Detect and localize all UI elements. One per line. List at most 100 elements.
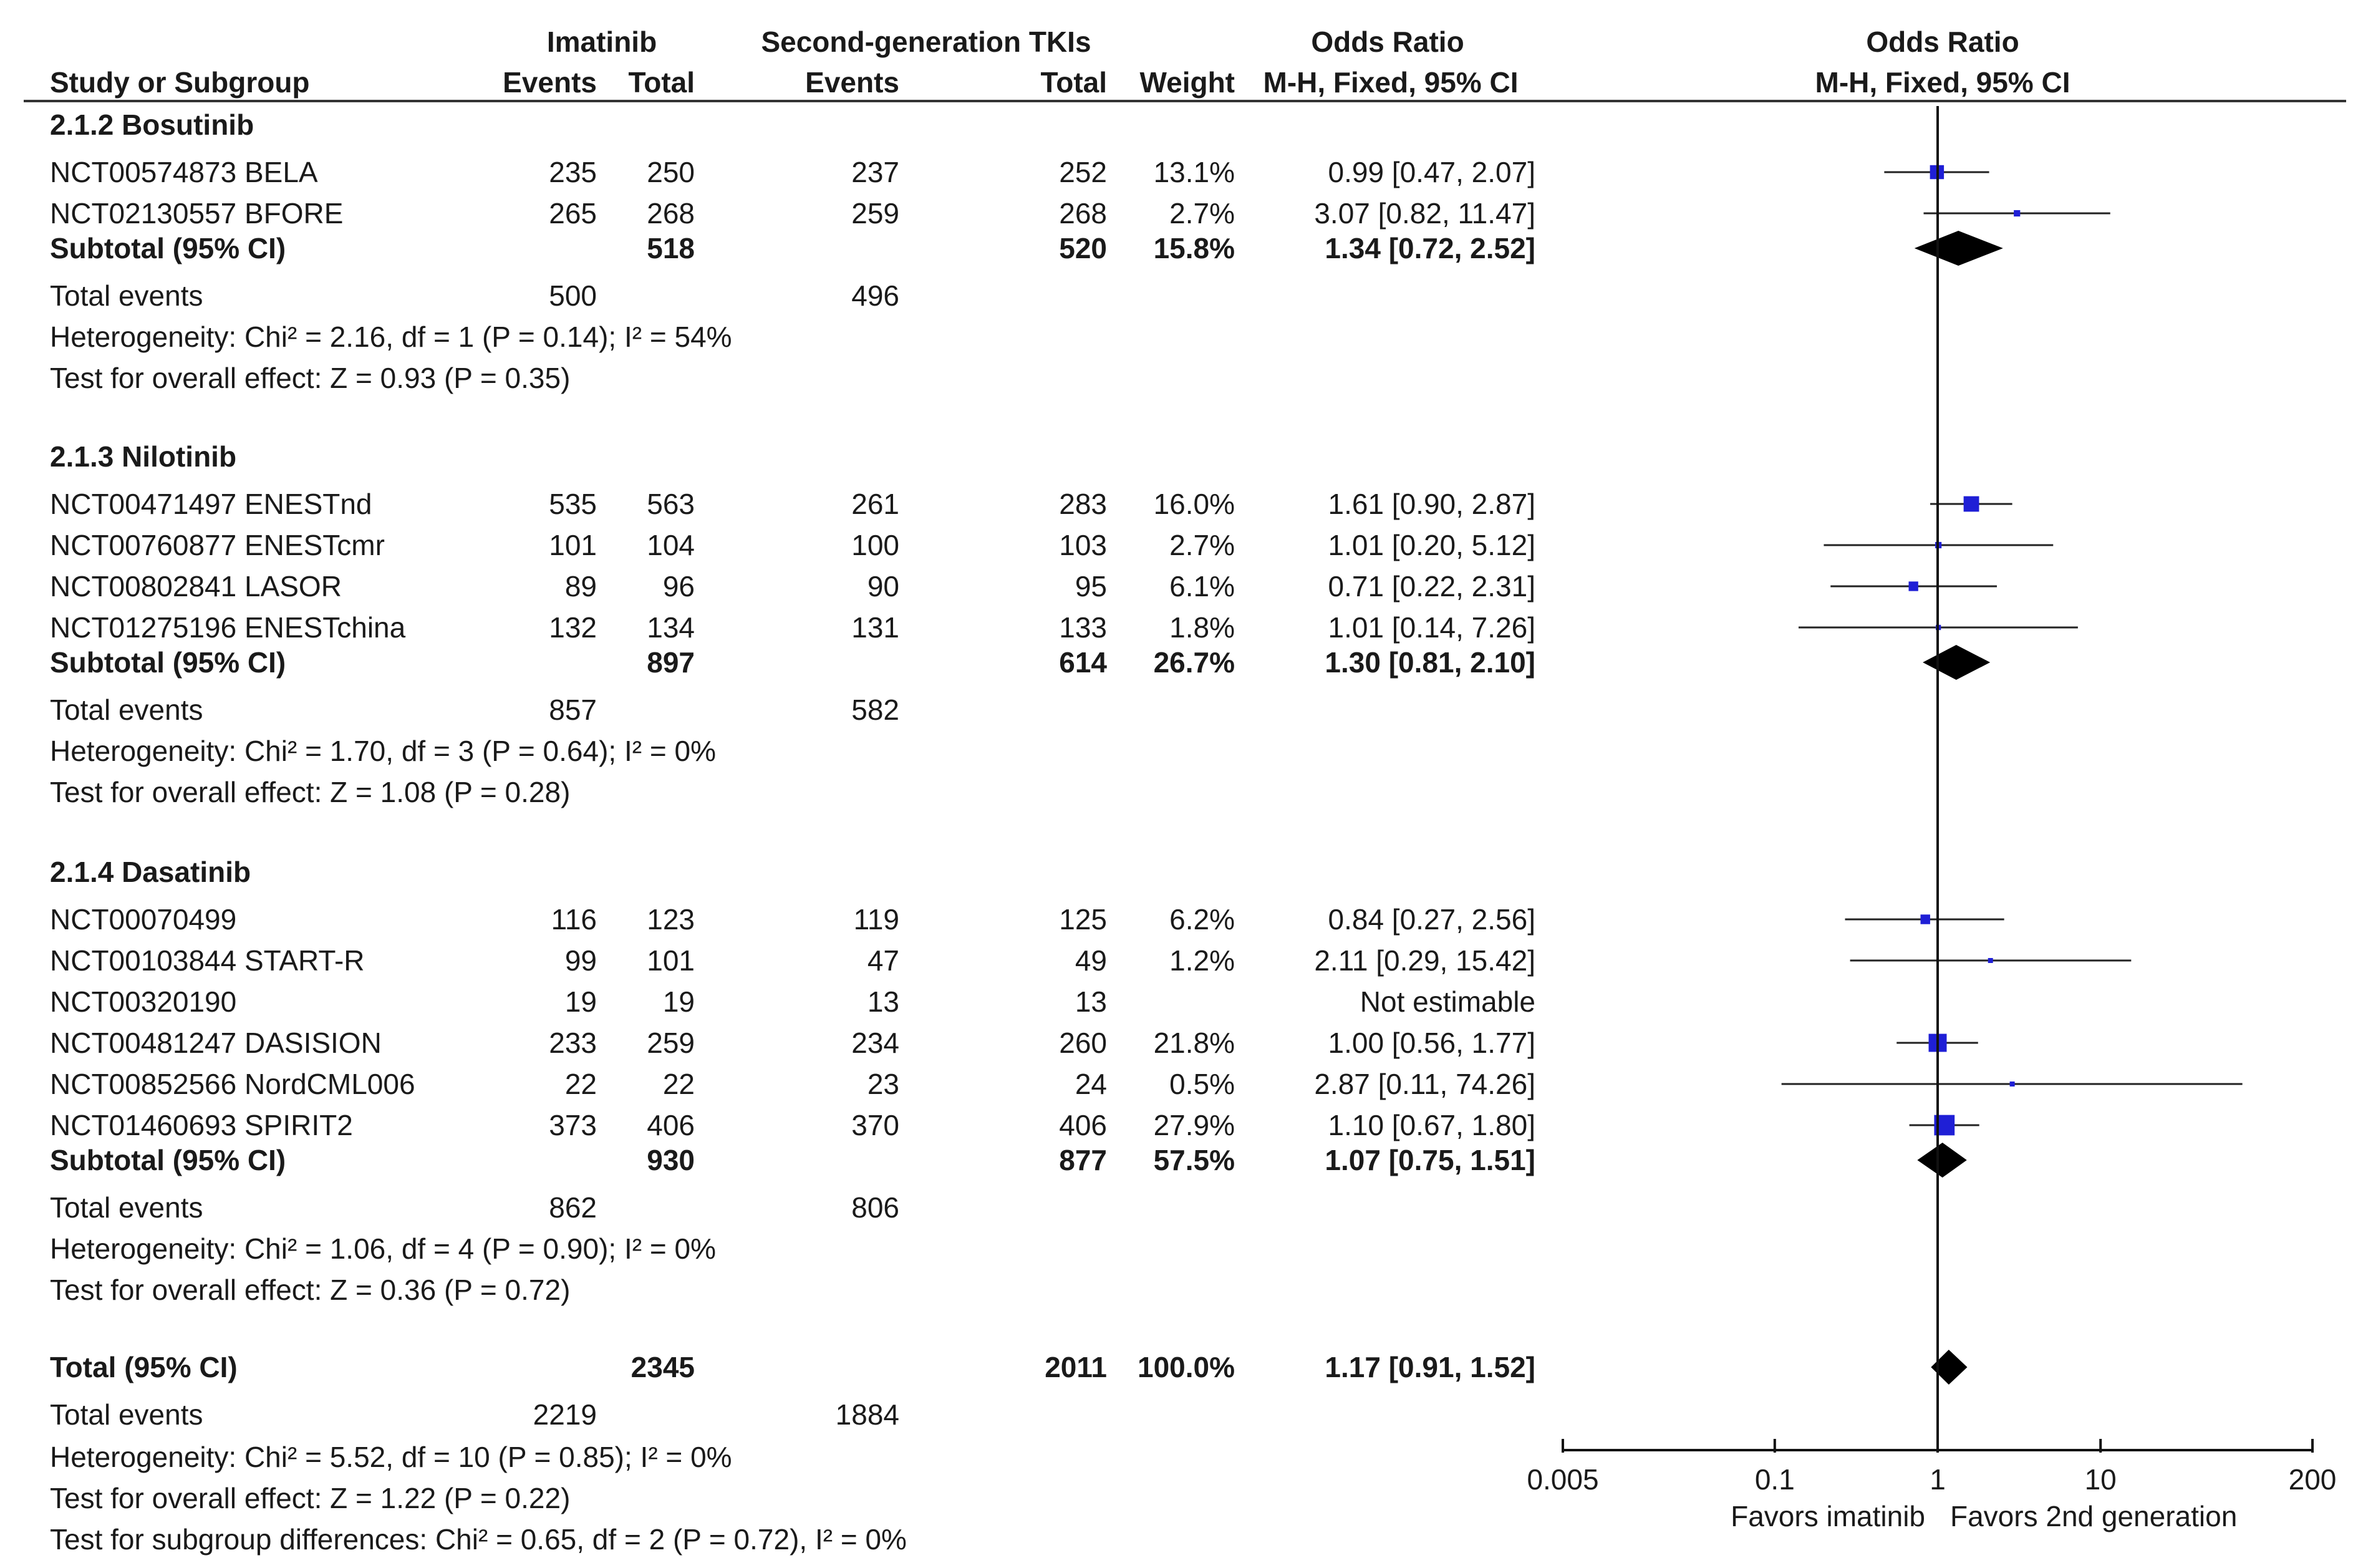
study-total1: 123 [647, 903, 695, 936]
summary-diamond [1923, 645, 1991, 680]
favors-right-label: Favors 2nd generation [1950, 1500, 2238, 1532]
header-events1: Events [503, 66, 597, 99]
study-total2: 133 [1059, 611, 1107, 644]
grand-events1: 2219 [533, 1398, 597, 1431]
study-events1: 233 [549, 1027, 597, 1059]
study-total2: 49 [1075, 944, 1107, 977]
subtotal-weight: 26.7% [1153, 646, 1235, 679]
study-total2: 252 [1059, 156, 1107, 188]
study-name: NCT00471497 ENESTnd [50, 488, 372, 520]
study-total2: 125 [1059, 903, 1107, 936]
total-events-label: Total events [50, 1191, 203, 1224]
study-total1: 101 [647, 944, 695, 977]
study-events1: 132 [549, 611, 597, 644]
study-events2: 261 [851, 488, 899, 520]
study-square [2009, 1082, 2015, 1086]
study-name: NCT00070499 [50, 903, 237, 936]
study-events2: 131 [851, 611, 899, 644]
header-study: Study or Subgroup [50, 66, 310, 99]
subgroup-title: 2.1.4 Dasatinib [50, 856, 251, 888]
favors-left-label: Favors imatinib [1731, 1500, 1925, 1532]
study-total1: 96 [662, 570, 695, 603]
study-total2: 268 [1059, 197, 1107, 230]
study-total2: 406 [1059, 1109, 1107, 1141]
header-or-title: Odds Ratio [1311, 26, 1464, 58]
total-events2: 496 [851, 279, 899, 312]
study-square [1920, 914, 1930, 924]
study-weight: 1.8% [1169, 611, 1235, 644]
study-name: NCT00320190 [50, 985, 237, 1018]
study-events1: 265 [549, 197, 597, 230]
grand-events-label: Total events [50, 1398, 203, 1431]
study-name: NCT02130557 BFORE [50, 197, 344, 230]
study-total1: 134 [647, 611, 695, 644]
study-total1: 268 [647, 197, 695, 230]
total-total1: 2345 [631, 1351, 695, 1383]
study-events1: 235 [549, 156, 597, 188]
total-events1: 857 [549, 694, 597, 726]
study-events2: 23 [867, 1068, 899, 1100]
study-name: NCT00103844 START-R [50, 944, 365, 977]
subtotal-total1: 930 [647, 1144, 695, 1176]
subtotal-ci: 1.30 [0.81, 2.10] [1325, 646, 1535, 679]
subtotal-total2: 877 [1059, 1144, 1107, 1176]
study-square [2014, 210, 2021, 217]
study-name: NCT01460693 SPIRIT2 [50, 1109, 353, 1141]
header-plot-title: Odds Ratio [1866, 26, 2019, 58]
total-ci: 1.17 [0.91, 1.52] [1325, 1351, 1535, 1383]
total-weight: 100.0% [1137, 1351, 1235, 1383]
study-events2: 234 [851, 1027, 899, 1059]
study-weight: 21.8% [1153, 1027, 1235, 1059]
header-second-gen: Second-generation TKIs [761, 26, 1091, 58]
study-ci: 1.00 [0.56, 1.77] [1328, 1027, 1536, 1059]
study-total1: 259 [647, 1027, 695, 1059]
header-or-method: M-H, Fixed, 95% CI [1263, 66, 1519, 99]
study-events1: 535 [549, 488, 597, 520]
grand-heterogeneity: Heterogeneity: Chi² = 5.52, df = 10 (P =… [50, 1441, 732, 1473]
header-plot-method: M-H, Fixed, 95% CI [1815, 66, 2070, 99]
header-total1: Total [628, 66, 695, 99]
study-events1: 99 [564, 944, 597, 977]
study-total2: 283 [1059, 488, 1107, 520]
study-events1: 101 [549, 529, 597, 561]
x-tick-label: 10 [2084, 1463, 2117, 1496]
study-ci: 1.01 [0.20, 5.12] [1328, 529, 1536, 561]
study-square [1963, 496, 1979, 512]
study-weight: 2.7% [1169, 529, 1235, 561]
study-events1: 89 [564, 570, 597, 603]
study-events2: 119 [853, 903, 899, 936]
x-tick-label: 0.1 [1754, 1463, 1795, 1496]
study-total2: 260 [1059, 1027, 1107, 1059]
study-events2: 47 [867, 944, 899, 977]
total-events2: 582 [851, 694, 899, 726]
study-name: NCT00574873 BELA [50, 156, 318, 188]
study-ci: 0.84 [0.27, 2.56] [1328, 903, 1536, 936]
study-events2: 370 [851, 1109, 899, 1141]
summary-diamond [1917, 1143, 1967, 1178]
study-total2: 95 [1075, 570, 1107, 603]
study-name: NCT00802841 LASOR [50, 570, 342, 603]
overall-effect: Test for overall effect: Z = 0.36 (P = 0… [50, 1274, 571, 1306]
study-ci: 1.61 [0.90, 2.87] [1328, 488, 1536, 520]
subtotal-weight: 15.8% [1153, 232, 1235, 264]
x-tick-label: 0.005 [1527, 1463, 1599, 1496]
study-weight: 13.1% [1153, 156, 1235, 188]
subtotal-label: Subtotal (95% CI) [50, 232, 286, 264]
study-weight: 2.7% [1169, 197, 1235, 230]
subtotal-ci: 1.34 [0.72, 2.52] [1325, 232, 1535, 264]
study-ci: 3.07 [0.82, 11.47] [1314, 197, 1535, 230]
total-events1: 500 [549, 279, 597, 312]
study-total2: 103 [1059, 529, 1107, 561]
total-events2: 806 [851, 1191, 899, 1224]
study-weight: 1.2% [1169, 944, 1235, 977]
study-weight: 27.9% [1153, 1109, 1235, 1141]
header-weight: Weight [1139, 66, 1235, 99]
grand-events2: 1884 [835, 1398, 899, 1431]
study-total1: 22 [662, 1068, 695, 1100]
x-tick-label: 1 [1930, 1463, 1946, 1496]
study-weight: 6.1% [1169, 570, 1235, 603]
study-ci: 0.99 [0.47, 2.07] [1328, 156, 1536, 188]
study-ci: 2.87 [0.11, 74.26] [1314, 1068, 1535, 1100]
study-events1: 116 [551, 903, 597, 936]
heterogeneity: Heterogeneity: Chi² = 1.70, df = 3 (P = … [50, 735, 716, 767]
